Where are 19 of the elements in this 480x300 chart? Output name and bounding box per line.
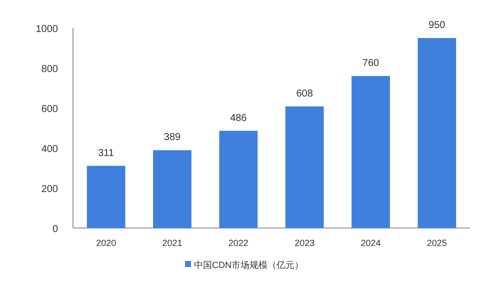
data-label: 608 bbox=[296, 88, 313, 100]
data-label: 486 bbox=[230, 112, 247, 124]
y-tick-label: 1000 bbox=[36, 24, 58, 35]
x-tick-label: 2024 bbox=[360, 238, 381, 248]
y-tick-label: 400 bbox=[41, 144, 58, 155]
data-label: 311 bbox=[98, 148, 114, 159]
y-tick-label: 600 bbox=[41, 104, 58, 115]
x-tick-label: 2025 bbox=[426, 238, 447, 248]
x-tick-label: 2023 bbox=[294, 238, 315, 248]
y-tick-label: 800 bbox=[41, 64, 58, 75]
legend-label: 中国CDN市场规模（亿元） bbox=[194, 260, 304, 270]
y-tick-label: 200 bbox=[41, 184, 58, 195]
data-label: 950 bbox=[428, 20, 446, 31]
y-tick-label: 0 bbox=[52, 224, 58, 235]
x-tick-label: 2022 bbox=[228, 238, 248, 248]
x-tick-label: 2021 bbox=[162, 238, 182, 248]
x-tick-label: 2020 bbox=[96, 238, 116, 248]
data-label: 389 bbox=[164, 132, 181, 144]
data-label: 760 bbox=[362, 58, 380, 69]
